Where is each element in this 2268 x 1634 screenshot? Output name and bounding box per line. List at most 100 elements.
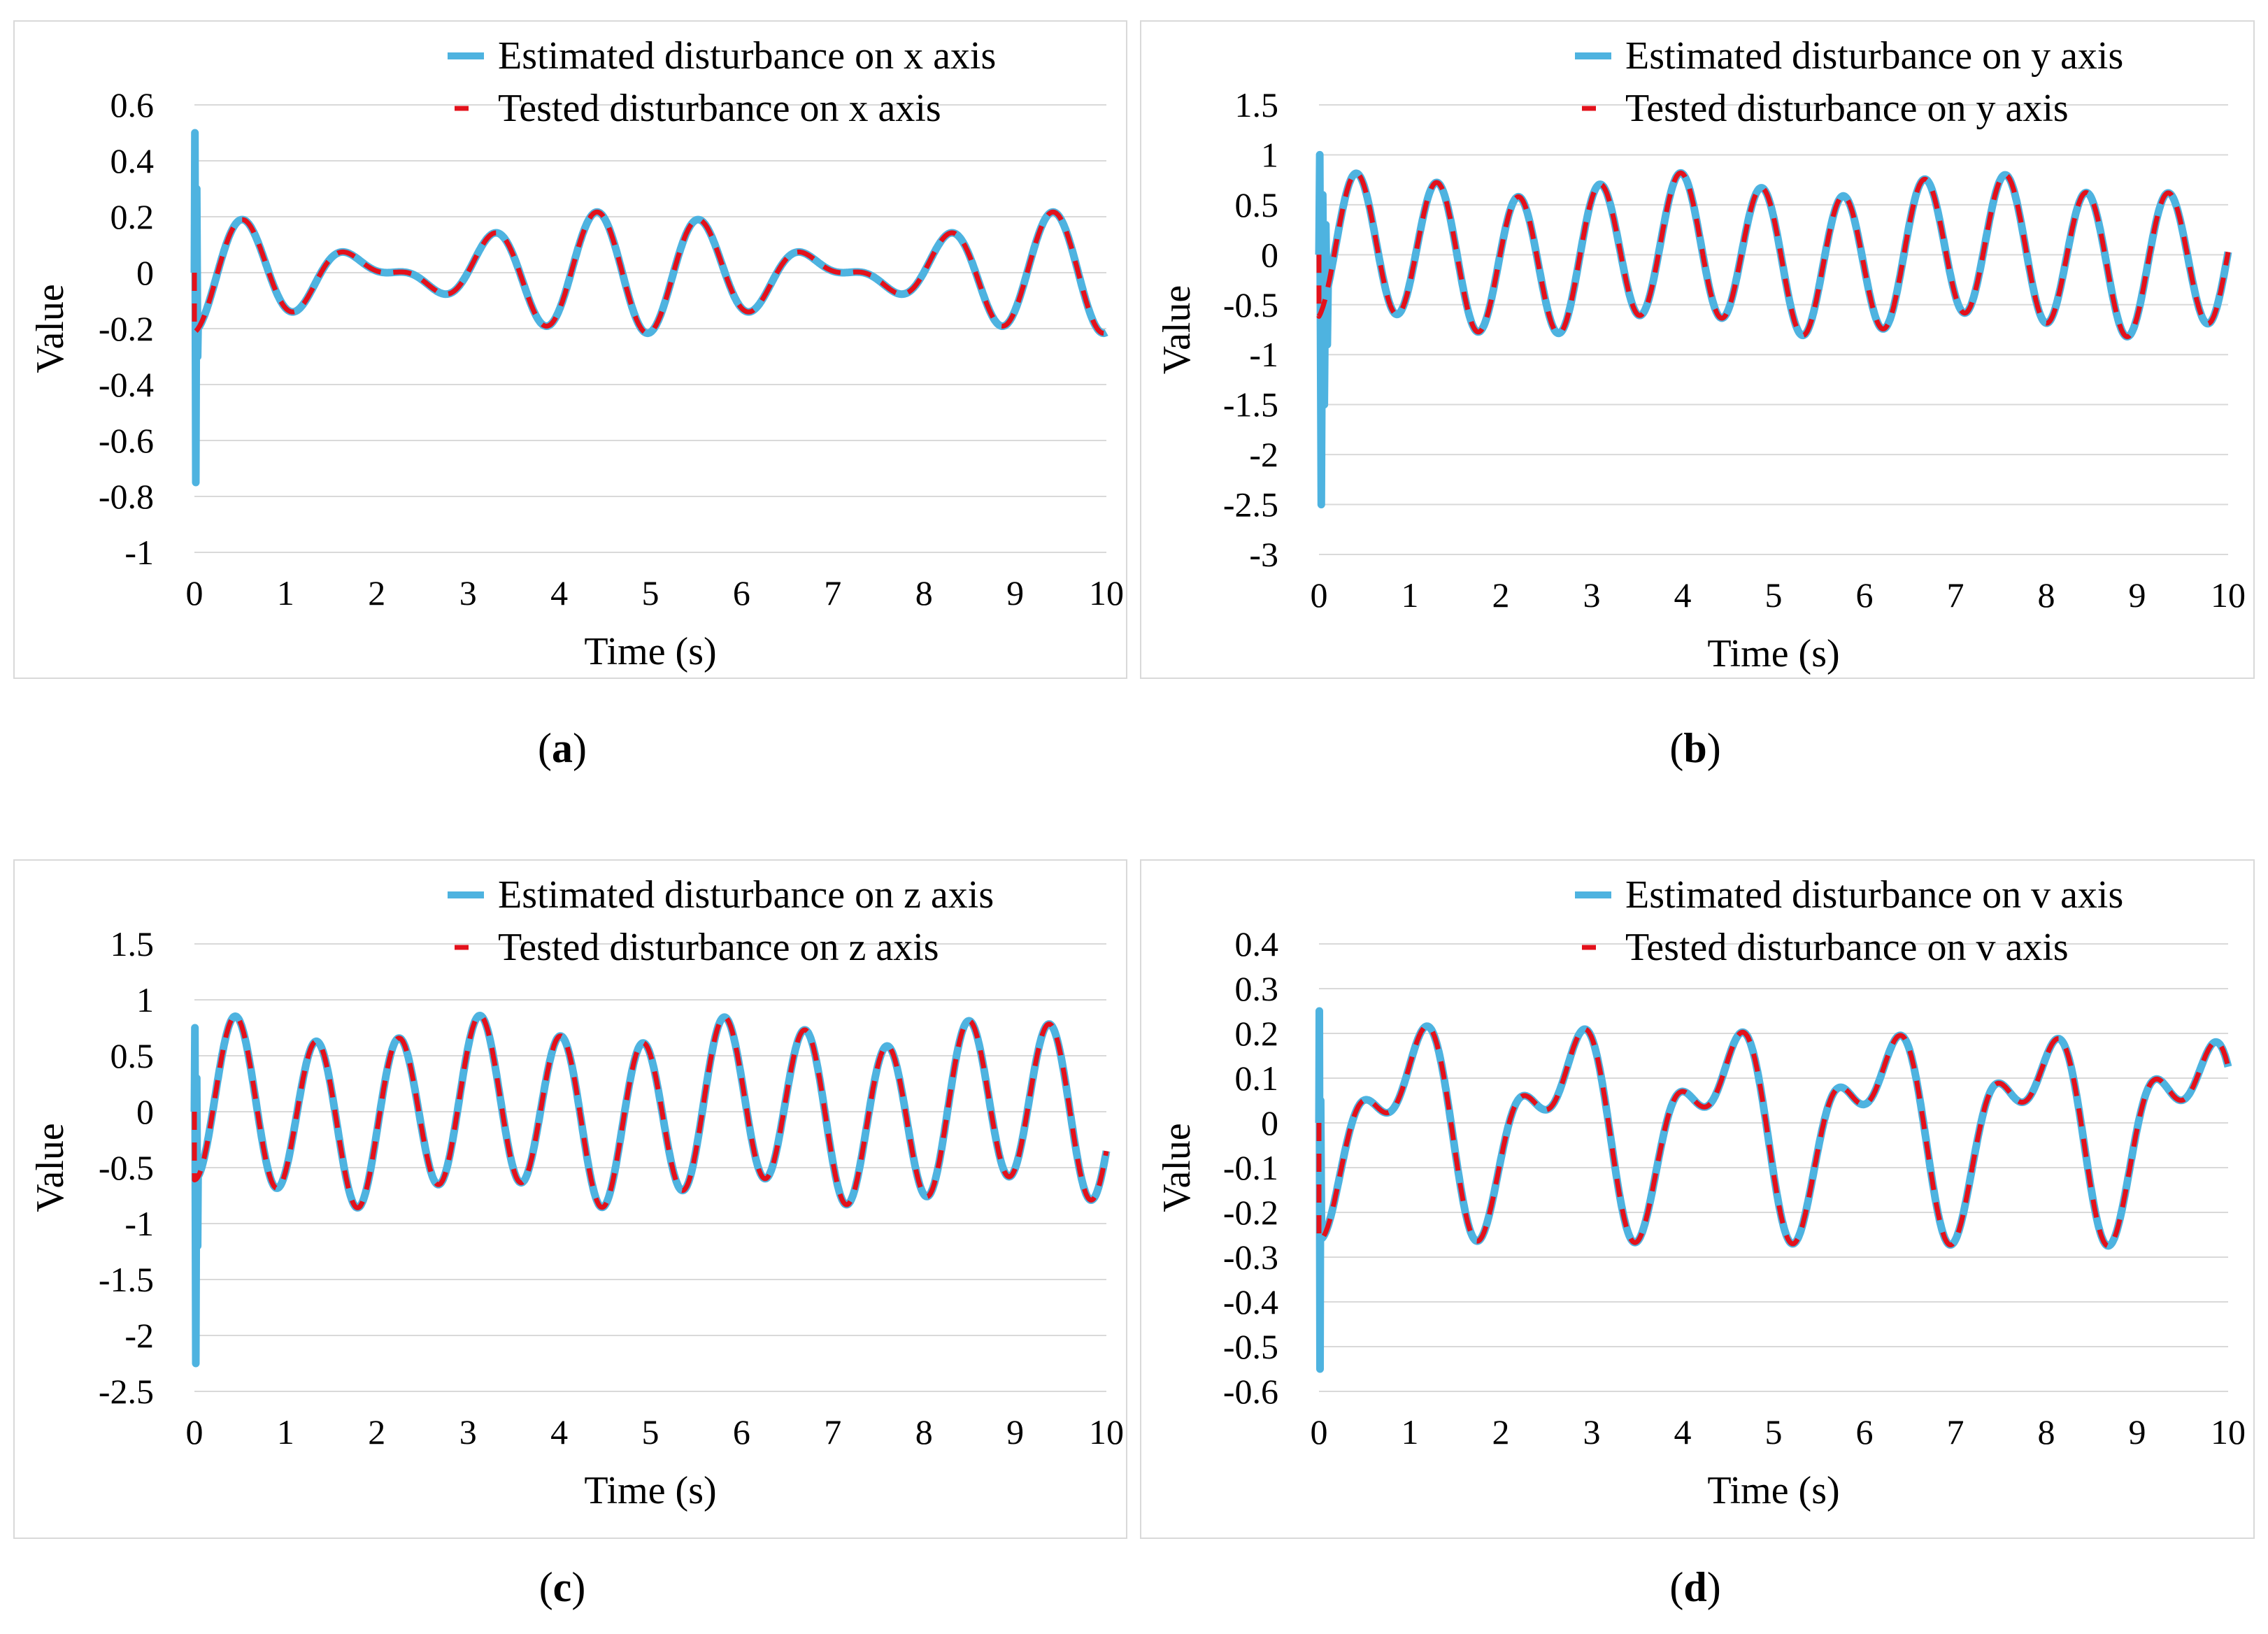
- x-tick-label: 0: [1311, 575, 1328, 615]
- x-tick-label: 2: [1492, 575, 1510, 615]
- y-axis-title: Value: [29, 284, 72, 373]
- chart-panel-a: 0.6 0.4 0.2 0 -0.2 -0.4 -0.6 -0.8 -1 0 1 2 3 4 5 6 7 8 9 10…: [13, 20, 1127, 771]
- y-tick-label: 0.6: [110, 85, 155, 124]
- y-tick-label: 0.4: [110, 141, 155, 180]
- series-line-estimated: [190, 129, 1110, 487]
- y-tick-label: 1.5: [110, 924, 155, 963]
- y-tick-label: -0.1: [1223, 1148, 1278, 1187]
- x-tick-label: 9: [1006, 1412, 1024, 1452]
- y-tick-label: -0.8: [99, 477, 154, 516]
- series-line-estimated: [1315, 150, 2232, 509]
- chart-panel-c: 1.5 1 0.5 0 -0.5 -1 -1.5 -2 -2.5 0 1 2 3 4 5 6 7 8 9 10 Time…: [13, 859, 1127, 1610]
- legend-entry: Estimated disturbance on y axis: [1625, 34, 2123, 78]
- series-line-estimated: [190, 1012, 1111, 1368]
- x-axis-title: Time (s): [1707, 632, 1839, 675]
- y-tick-label: -1: [124, 533, 154, 572]
- x-tick-label: 9: [2129, 575, 2146, 615]
- x-tick-label: 0: [1311, 1412, 1328, 1452]
- x-tick-label: 6: [1856, 575, 1874, 615]
- chart-panel-d: 0.4 0.3 0.2 0.1 0 -0.1 -0.2 -0.3 -0.4 -0.5 -0.6 0 1 2…: [1140, 859, 2255, 1610]
- y-axis-title: Value: [1155, 285, 1199, 375]
- x-tick-label: 7: [824, 1412, 841, 1452]
- y-tick-label: 1.5: [1235, 85, 1279, 124]
- y-tick-label: -1.5: [1223, 385, 1278, 424]
- y-tick-label: -0.4: [99, 365, 154, 404]
- x-tick-label: 4: [1674, 1412, 1692, 1452]
- y-tick-label: -1.5: [99, 1260, 154, 1299]
- y-tick-label: -2: [124, 1316, 154, 1355]
- series-line-tested: [192, 209, 1108, 336]
- x-axis-title: Time (s): [1707, 1469, 1839, 1512]
- y-tick-label: -0.6: [1223, 1372, 1278, 1411]
- y-tick-label: -0.4: [1223, 1282, 1278, 1321]
- panel-caption: (b): [1669, 725, 1720, 771]
- x-tick-label: 9: [1006, 573, 1024, 612]
- panel-caption: (a): [538, 725, 587, 771]
- y-axis-title: Value: [1155, 1123, 1199, 1212]
- legend-entry: Estimated disturbance on x axis: [498, 34, 996, 78]
- x-tick-label: 10: [2211, 1412, 2246, 1452]
- panel-frame: [1140, 20, 2255, 679]
- panel-frame: [13, 20, 1127, 679]
- x-axis-title: Time (s): [584, 630, 716, 673]
- x-tick-label: 8: [915, 1412, 933, 1452]
- x-tick-label: 6: [733, 573, 750, 612]
- y-tick-label: 0.1: [1235, 1059, 1279, 1098]
- y-tick-label: 0.3: [1235, 969, 1279, 1008]
- x-tick-label: 2: [368, 1412, 385, 1452]
- series-line-tested: [192, 1013, 1109, 1210]
- x-tick-label: 4: [550, 1412, 568, 1452]
- y-tick-label: -0.5: [1223, 1327, 1278, 1366]
- x-tick-label: 6: [1856, 1412, 1874, 1452]
- x-tick-label: 7: [1947, 1412, 1964, 1452]
- x-tick-label: 7: [824, 573, 841, 612]
- legend-entry: Tested disturbance on x axis: [498, 87, 941, 130]
- chart-panel-b: 1.5 1 0.5 0 -0.5 -1 -1.5 -2 -2.5 -3 0 1 2 3 4 5 6 7 8 9 10 Ti…: [1140, 20, 2255, 771]
- y-tick-label: 0.5: [1235, 185, 1279, 224]
- x-tick-label: 4: [1674, 575, 1692, 615]
- y-tick-label: -3: [1249, 535, 1278, 574]
- y-tick-label: 0: [1261, 235, 1278, 274]
- y-tick-label: -0.3: [1223, 1238, 1278, 1277]
- legend-entry: Tested disturbance on z axis: [498, 926, 939, 969]
- y-tick-label: -1: [1249, 335, 1278, 374]
- x-tick-label: 1: [1402, 575, 1419, 615]
- y-tick-label: 1: [1261, 135, 1278, 174]
- y-tick-label: 0: [136, 253, 154, 292]
- x-tick-label: 10: [1089, 1412, 1124, 1452]
- legend-entry: Estimated disturbance on z axis: [498, 873, 994, 917]
- y-tick-label: 0.5: [110, 1036, 155, 1075]
- x-tick-label: 2: [1492, 1412, 1510, 1452]
- legend-entry: Estimated disturbance on v axis: [1625, 873, 2123, 917]
- y-tick-label: -1: [124, 1204, 154, 1243]
- x-tick-label: 1: [277, 573, 294, 612]
- y-tick-label: 1: [136, 980, 154, 1019]
- x-tick-label: 3: [459, 573, 477, 612]
- panel-caption: (d): [1669, 1564, 1720, 1610]
- x-tick-label: 5: [1765, 575, 1783, 615]
- y-tick-label: 0.2: [1235, 1014, 1279, 1053]
- y-tick-label: 0.4: [1235, 924, 1279, 963]
- y-tick-label: 0: [1261, 1103, 1278, 1142]
- x-tick-label: 8: [2038, 575, 2055, 615]
- x-tick-label: 0: [186, 1412, 204, 1452]
- x-tick-label: 9: [2129, 1412, 2146, 1452]
- x-tick-label: 7: [1947, 575, 1964, 615]
- y-tick-label: -2.5: [99, 1372, 154, 1411]
- series-line-estimated: [1315, 1007, 2232, 1373]
- y-tick-label: 0.2: [110, 197, 155, 236]
- x-axis-title: Time (s): [584, 1469, 716, 1512]
- y-tick-label: -0.2: [99, 309, 154, 348]
- x-tick-label: 0: [186, 573, 204, 612]
- legend-entry: Tested disturbance on v axis: [1625, 926, 2069, 969]
- y-tick-label: -0.6: [99, 421, 154, 460]
- x-tick-label: 3: [1583, 1412, 1601, 1452]
- y-tick-label: -2.5: [1223, 485, 1278, 524]
- panel-frame: [1140, 859, 2255, 1539]
- y-tick-label: 0: [136, 1092, 154, 1131]
- x-tick-label: 3: [1583, 575, 1601, 615]
- x-tick-label: 5: [642, 573, 659, 612]
- x-tick-label: 1: [277, 1412, 294, 1452]
- x-tick-label: 8: [2038, 1412, 2055, 1452]
- y-axis-title: Value: [29, 1123, 72, 1212]
